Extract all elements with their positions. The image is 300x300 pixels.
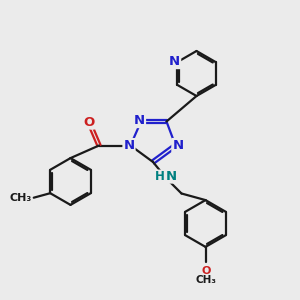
Text: CH₃: CH₃ [196, 275, 217, 285]
Text: N: N [123, 139, 135, 152]
Text: N: N [169, 55, 180, 68]
Text: CH₃: CH₃ [10, 193, 32, 203]
Text: H: H [155, 170, 165, 184]
Text: N: N [172, 139, 184, 152]
Text: N: N [134, 114, 145, 127]
Text: N: N [165, 169, 177, 183]
Text: O: O [202, 266, 211, 275]
Text: O: O [83, 116, 94, 129]
